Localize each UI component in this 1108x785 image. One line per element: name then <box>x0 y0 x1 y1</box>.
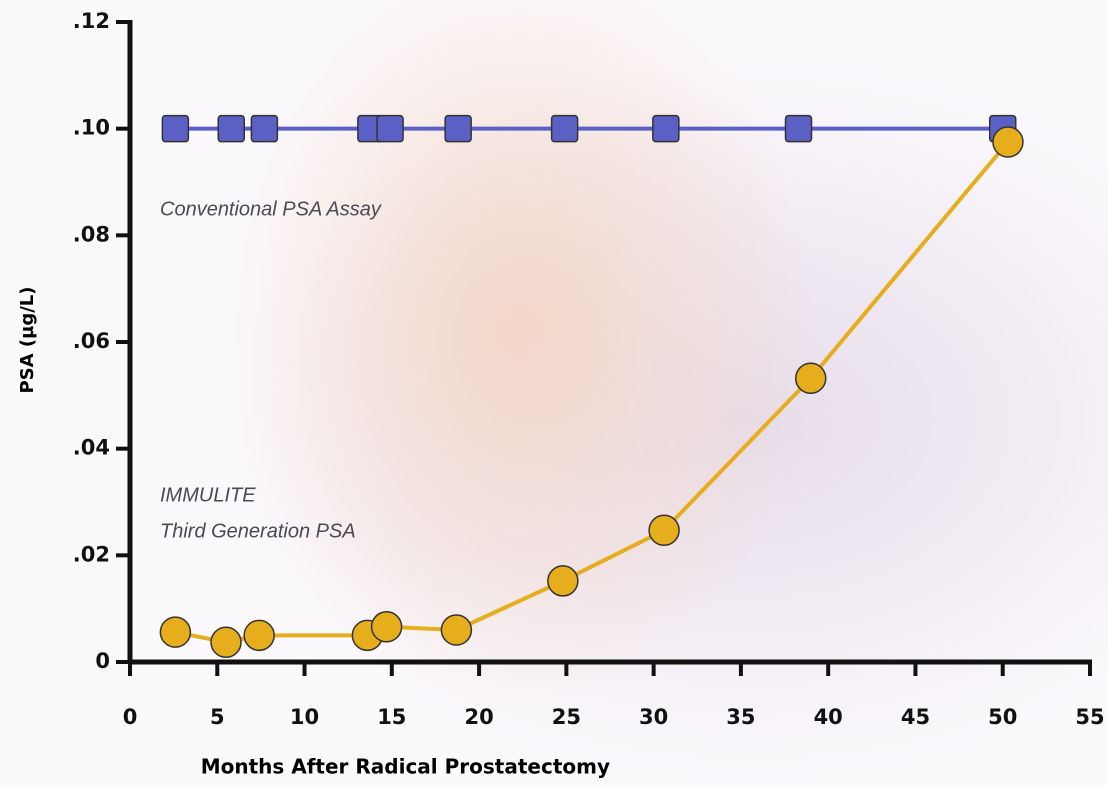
marker <box>552 116 578 142</box>
marker <box>441 615 471 645</box>
chart: Months After Radical Prostatectomy PSA (… <box>0 0 1108 785</box>
marker <box>211 627 241 657</box>
y-tick-label: .02 <box>73 542 110 566</box>
x-tick-label: 40 <box>814 705 843 729</box>
y-tick-label: .10 <box>73 116 110 140</box>
x-tick-label: 0 <box>123 705 138 729</box>
marker <box>160 617 190 647</box>
x-tick-label: 35 <box>726 705 755 729</box>
y-tick-label: .08 <box>73 222 110 246</box>
marker <box>796 363 826 393</box>
x-tick-label: 20 <box>464 705 493 729</box>
marker <box>649 515 679 545</box>
y-tick-label: 0 <box>95 649 110 673</box>
annotation: IMMULITE <box>160 484 256 506</box>
marker <box>377 116 403 142</box>
marker <box>548 566 578 596</box>
x-tick-label: 50 <box>988 705 1017 729</box>
x-tick-label: 5 <box>210 705 225 729</box>
marker <box>445 116 471 142</box>
marker <box>251 116 277 142</box>
marker <box>218 116 244 142</box>
marker <box>993 127 1023 157</box>
x-tick-label: 10 <box>290 705 319 729</box>
x-tick-label: 30 <box>639 705 668 729</box>
x-tick-label: 15 <box>377 705 406 729</box>
y-axis-label: PSA (µg/L) <box>17 287 38 394</box>
y-tick-label: .12 <box>73 9 110 33</box>
page: Months After Radical Prostatectomy PSA (… <box>0 0 1108 785</box>
annotation: Conventional PSA Assay <box>160 198 382 220</box>
y-tick-label: .06 <box>73 329 110 353</box>
marker <box>653 116 679 142</box>
y-tick-label: .04 <box>73 436 110 460</box>
x-tick-label: 45 <box>901 705 930 729</box>
marker <box>162 116 188 142</box>
annotation: Third Generation PSA <box>160 520 356 542</box>
marker <box>372 612 402 642</box>
x-tick-label: 25 <box>552 705 581 729</box>
x-tick-label: 55 <box>1075 705 1104 729</box>
x-axis-label: Months After Radical Prostatectomy <box>201 755 610 779</box>
marker <box>244 620 274 650</box>
marker <box>786 116 812 142</box>
